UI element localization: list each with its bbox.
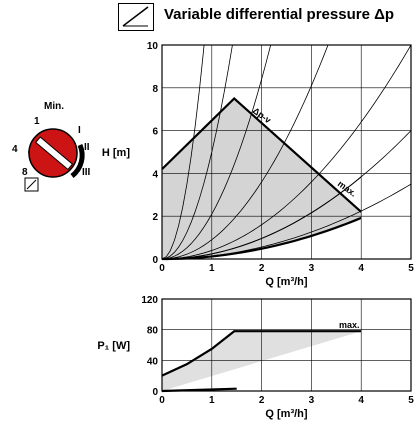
series-line-0 <box>161 330 362 377</box>
y-tick-label: 80 <box>147 326 159 337</box>
page-title: Variable differential pressure Δp <box>164 6 395 23</box>
knob-label-II: II <box>84 142 90 153</box>
x-tick-label: 5 <box>408 395 414 406</box>
system-curve <box>162 45 205 259</box>
x-tick-label: 3 <box>309 263 315 274</box>
annotation-max-power: max. <box>339 320 360 330</box>
x-tick-label: 2 <box>259 395 265 406</box>
x-tick-label: 5 <box>408 263 414 274</box>
variable-pressure-icon <box>118 3 154 31</box>
knob-label-1: 1 <box>34 116 40 127</box>
y-tick-label: 120 <box>141 295 158 306</box>
knob-label-III: III <box>82 167 91 178</box>
y-tick-label: 8 <box>152 84 158 95</box>
x-tick-label: 4 <box>358 263 364 274</box>
y-axis-label: H [m] <box>102 147 130 159</box>
knob-label-4: 4 <box>12 144 18 155</box>
y-tick-label: 10 <box>147 41 159 52</box>
x-tick-label: 3 <box>309 395 315 406</box>
y-tick-label: 4 <box>152 169 158 180</box>
x-tick-label: 0 <box>159 395 165 406</box>
plot-frame <box>161 44 412 260</box>
x-tick-label: 0 <box>159 263 165 274</box>
x-tick-label: 1 <box>209 263 215 274</box>
system-curve <box>162 45 411 259</box>
y-tick-label: 0 <box>152 387 158 398</box>
plot-frame <box>161 298 412 392</box>
system-curve <box>162 45 272 259</box>
series-line-1 <box>161 176 362 260</box>
y-tick-label: 40 <box>147 356 159 367</box>
system-curve <box>162 45 329 259</box>
x-tick-label: 4 <box>358 395 364 406</box>
knob-label-min: Min. <box>44 101 64 112</box>
system-curve <box>162 45 233 259</box>
x-axis-label: Q [m³/h] <box>265 276 307 288</box>
control-knob-icon: Min. 1 4 8 I II III <box>12 101 91 192</box>
y-tick-label: 6 <box>152 127 158 138</box>
y-tick-label: 0 <box>152 255 158 266</box>
series-line-0 <box>161 96 362 213</box>
x-axis-label: Q [m³/h] <box>265 408 307 420</box>
x-tick-label: 2 <box>259 263 265 274</box>
chart-panel-1 <box>161 298 412 393</box>
knob-label-8: 8 <box>22 167 28 178</box>
series-line-2 <box>161 216 362 261</box>
knob-label-I: I <box>78 125 81 136</box>
y-tick-label: 2 <box>152 212 158 223</box>
chart-panel-0 <box>161 44 412 261</box>
x-tick-label: 1 <box>209 395 215 406</box>
y-axis-label: P₁ [W] <box>97 340 130 352</box>
